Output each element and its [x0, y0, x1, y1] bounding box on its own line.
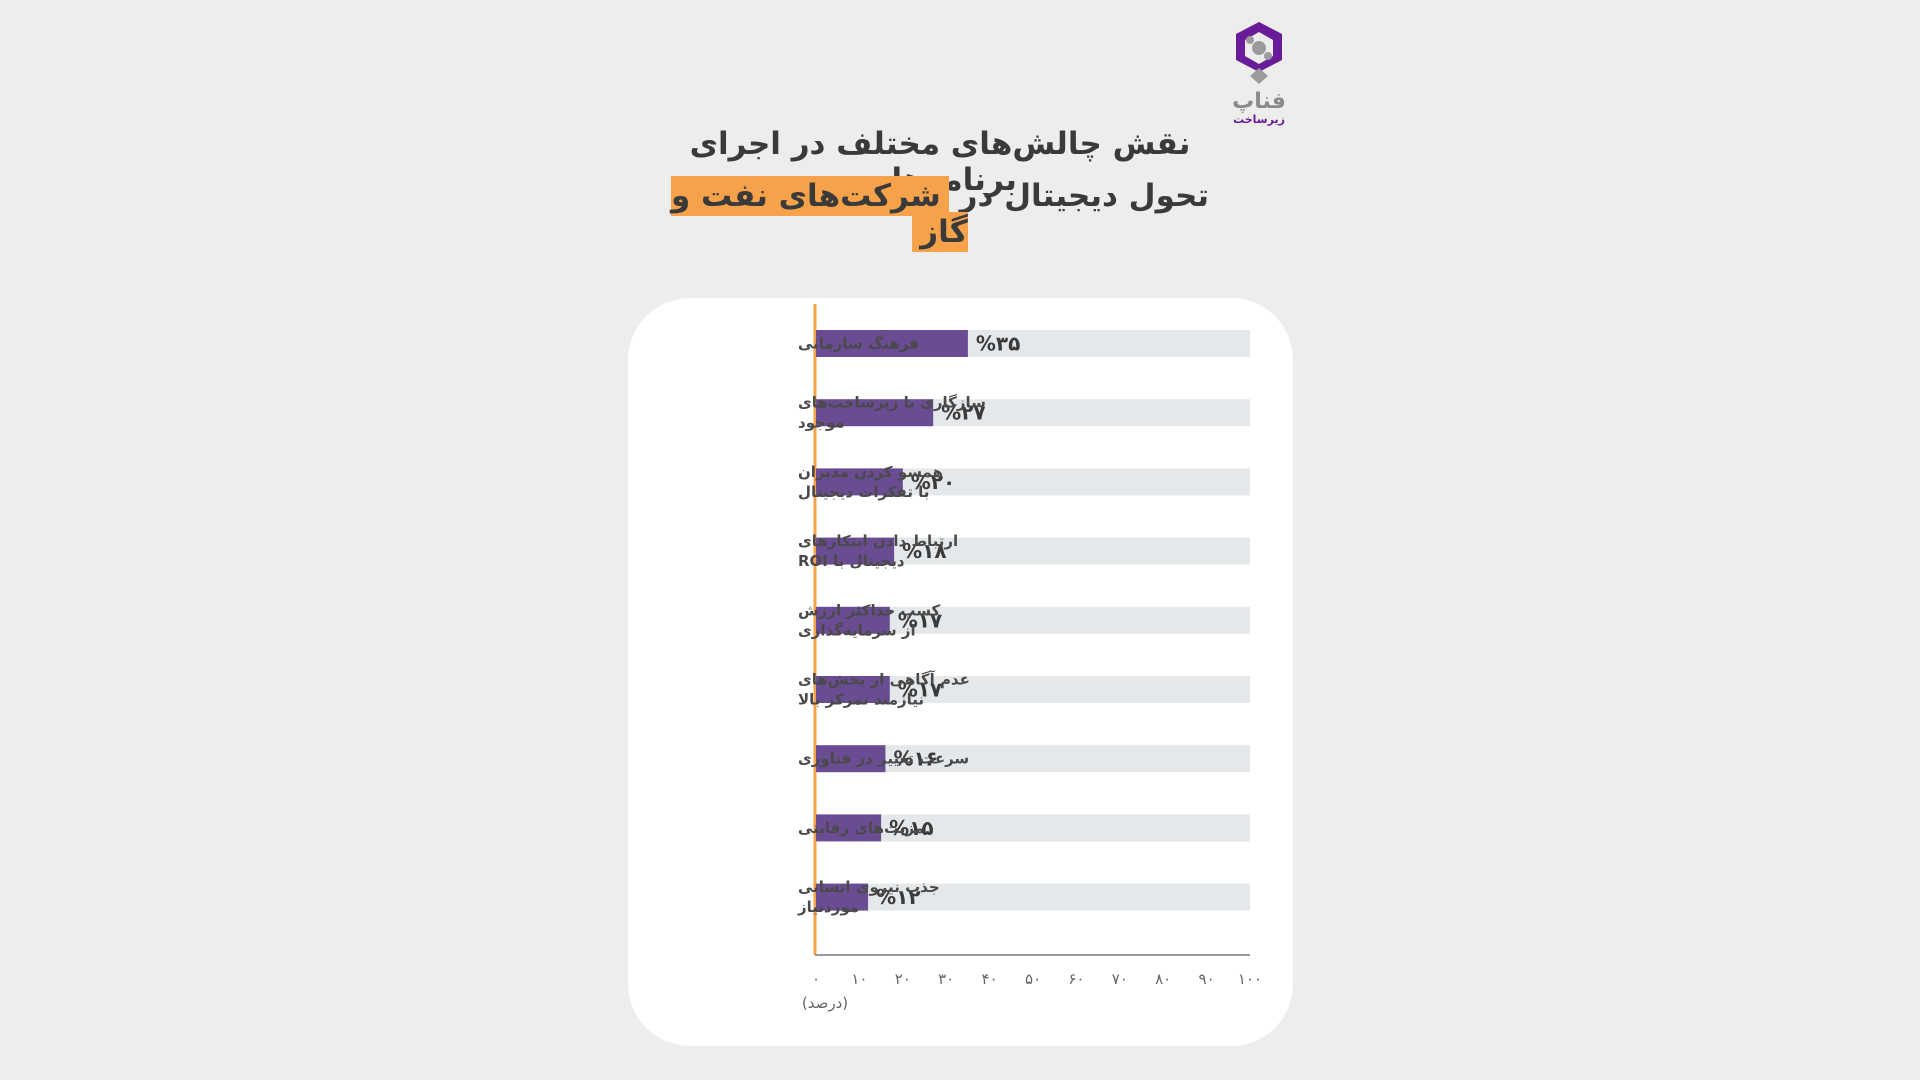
logo-sub-text: زیرساخت — [1233, 113, 1285, 126]
x-tick-label: ۹۰ — [1199, 970, 1215, 988]
bar — [816, 330, 968, 357]
chart-title-line-2: تحول دیجیتال در شرکت‌های نفت و گاز — [640, 176, 1240, 252]
bar — [816, 883, 869, 911]
category-label: از سرمایه‌گذاری — [798, 621, 916, 639]
bar — [816, 606, 890, 634]
bar — [816, 745, 886, 773]
bar-value-label: %۱۷ — [898, 678, 942, 702]
bar-value-label: %۱۸ — [902, 539, 946, 563]
chart-title-text: تحول دیجیتال در — [959, 178, 1209, 214]
x-tick-label: ۱۰۰ — [1238, 970, 1262, 988]
category-label: دیجیتال با ROI — [798, 552, 905, 570]
x-tick-label: ۲۰ — [895, 970, 911, 988]
category-label: فرهنگ سازمانی — [798, 335, 919, 353]
bar-value-label: %۱۷ — [898, 608, 942, 632]
bar-value-label: %۱۵ — [889, 816, 933, 840]
bar — [816, 676, 890, 703]
x-tick-label: ۳۰ — [938, 970, 954, 988]
bar-track — [816, 814, 1250, 842]
x-tick-label: ۰ — [812, 970, 820, 988]
bar — [816, 399, 934, 427]
category-label: مزیت‌های رقابتی — [798, 819, 924, 837]
category-label: نیازمند تمرکز بالا — [798, 691, 924, 709]
bar-track — [816, 883, 1250, 911]
bar-value-label: %۱۲ — [876, 885, 920, 909]
category-label: با تفکرات دیجیتال — [798, 483, 929, 501]
logo-emblem-icon — [1236, 22, 1282, 84]
bar-track — [816, 745, 1250, 773]
category-label: ارتباط دادن ابتکارهای — [798, 532, 958, 550]
x-tick-label: ۸۰ — [1155, 970, 1171, 988]
x-tick-label: ۶۰ — [1068, 970, 1084, 988]
bar — [816, 468, 903, 496]
bar-value-label: %۳۵ — [976, 332, 1020, 356]
logo-main-text: فناپ — [1232, 89, 1286, 114]
x-tick-label: ۷۰ — [1112, 970, 1128, 988]
x-axis-label: (درصد) — [802, 994, 848, 1012]
x-tick-label: ۱۰ — [851, 970, 867, 988]
category-label: همسو کردن مدیران — [798, 463, 943, 481]
logo: فناپ زیرساخت — [1224, 18, 1294, 138]
bar — [816, 814, 882, 842]
x-tick-label: ۵۰ — [1025, 970, 1041, 988]
category-label: کسب حداکثر ارزش — [798, 601, 940, 619]
category-label: سازگاری با زیرساخت‌های — [798, 394, 986, 412]
category-label: جذب نیروی انسانی — [798, 878, 940, 896]
category-label: موجود — [798, 414, 845, 432]
category-label: موردنیاز — [797, 898, 859, 916]
bar-value-label: %۲۰ — [911, 470, 955, 494]
bar-value-label: %۱۶ — [893, 747, 937, 771]
category-label: عدم آگاهی از بخش‌های — [798, 671, 970, 689]
bar — [816, 537, 895, 565]
category-label: سرعت تغییر در فناوری — [798, 750, 969, 768]
x-tick-label: ۴۰ — [982, 970, 998, 988]
bar-value-label: %۲۷ — [941, 401, 985, 425]
